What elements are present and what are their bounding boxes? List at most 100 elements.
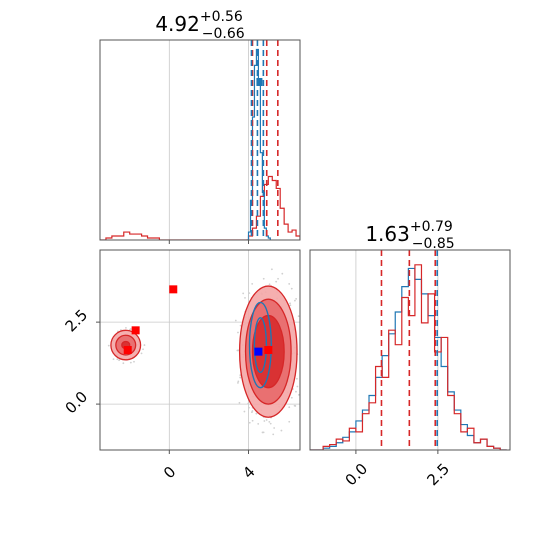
joint-scatter-point	[268, 420, 271, 423]
joint-scatter-point	[281, 272, 284, 275]
top-title-lower: −0.66	[202, 26, 245, 42]
joint-scatter-point	[272, 433, 275, 436]
top-x-ticks	[168, 240, 250, 244]
joint-scatter-point	[143, 344, 146, 346]
right-panel-title: 1.63+0.79 −0.85	[365, 219, 454, 252]
top-quantile-lines	[250, 40, 279, 240]
joint-scatter-point	[275, 280, 278, 283]
joint-scatter-point	[262, 277, 265, 280]
joint-scatter-point	[295, 390, 297, 393]
joint-scatter-point	[288, 283, 291, 285]
joint-scatter-point	[263, 420, 266, 422]
joint-panel-frame	[99, 249, 301, 451]
joint-x-tick-label-1: 4	[239, 463, 258, 482]
joint-panel: 0 4 0.0 2.5	[62, 249, 307, 482]
right-title-value: 1.63	[365, 222, 410, 246]
joint-scatter-point	[273, 427, 276, 429]
joint-scatter-point	[294, 299, 296, 302]
joint-scatter-point	[255, 412, 258, 415]
right-marginal-panel: 0.0 2.5 1.63+0.79 −0.85	[309, 219, 511, 490]
joint-scatter-point	[248, 406, 250, 409]
joint-scatter-point	[118, 359, 121, 362]
joint-scatter-point	[239, 324, 242, 327]
joint-scatter-point	[248, 421, 251, 424]
joint-scatter-point	[288, 420, 291, 423]
top-marginal-panel: 4.92+0.56 −0.66	[99, 9, 301, 244]
joint-scatter-point	[107, 344, 110, 347]
joint-scatter-point	[247, 402, 250, 405]
joint-scatter-point	[238, 401, 241, 404]
right-panel-frame	[309, 249, 511, 451]
joint-marker-0	[254, 347, 263, 356]
joint-scatter-point	[288, 406, 291, 409]
joint-scatter-point	[298, 393, 300, 396]
joint-scatter-point	[251, 411, 253, 414]
right-quantile-lines	[380, 250, 439, 450]
joint-scatter-point	[293, 404, 296, 407]
top-title-value: 4.92	[155, 12, 200, 36]
right-title-upper: +0.79	[410, 219, 453, 235]
joint-marker-1	[264, 346, 273, 354]
joint-scatter-point	[237, 349, 240, 352]
joint-scatter-point	[290, 396, 293, 399]
joint-marker-3	[131, 326, 140, 335]
joint-scatter-point	[289, 304, 292, 307]
joint-scatter-point	[277, 277, 279, 280]
joint-scatter-point	[248, 292, 251, 295]
top-histogram-series	[100, 48, 300, 240]
joint-y-tick-label-0: 0.0	[62, 388, 92, 418]
joint-y-tick-label-1: 2.5	[62, 306, 92, 336]
joint-scatter-point	[237, 380, 240, 383]
joint-scatter-point	[262, 431, 265, 434]
right-histogram-series	[310, 264, 507, 450]
top-truth-markers	[256, 78, 263, 86]
joint-scatter-point	[122, 362, 125, 365]
joint-scatter-point	[268, 283, 271, 286]
joint-scatter-point	[297, 315, 300, 318]
joint-scatter-point	[237, 382, 239, 384]
joint-x-tick-label-0: 0	[160, 463, 179, 482]
joint-scatter-point	[265, 419, 268, 421]
joint-scatter-point	[242, 292, 245, 295]
joint-scatter-point	[244, 296, 246, 299]
joint-scatter-point	[112, 358, 115, 361]
joint-scatter-point	[133, 360, 135, 363]
joint-scatter-point	[303, 373, 305, 375]
joint-scatter-point	[290, 287, 293, 290]
joint-scatter-point	[129, 361, 132, 364]
right-title-lower: −0.85	[412, 236, 455, 252]
joint-scatter-point	[243, 410, 246, 413]
joint-scatter-point	[125, 327, 127, 329]
joint-scatter-point	[257, 423, 260, 425]
joint-scatter-point	[296, 385, 299, 388]
joint-scatter-point	[237, 331, 239, 334]
joint-blue-contour-outer	[248, 301, 272, 389]
joint-scatter-point	[142, 348, 144, 351]
joint-scatter-point	[239, 376, 242, 379]
joint-scatter-point	[303, 349, 305, 351]
right-x-ticks: 0.0 2.5	[342, 450, 454, 490]
joint-scatter-point	[269, 422, 272, 425]
joint-scatter-point	[296, 377, 298, 380]
joint-scatter-point	[251, 283, 254, 285]
joint-scatter-point	[251, 419, 254, 422]
joint-scatter-point	[234, 319, 237, 322]
right-tick-label-1: 2.5	[424, 460, 454, 490]
top-panel-title: 4.92+0.56 −0.66	[155, 9, 244, 42]
top-panel-frame	[99, 39, 301, 241]
right-histogram-blue	[310, 267, 507, 450]
joint-scatter-point	[116, 358, 119, 361]
joint-scatter-point	[280, 429, 283, 432]
top-gridlines	[168, 40, 249, 240]
right-histogram-red	[310, 264, 507, 450]
joint-scatter-point	[270, 268, 273, 271]
joint-scatter-point	[140, 352, 143, 355]
top-marker-0	[256, 78, 263, 86]
joint-scatter-point	[303, 340, 305, 342]
right-gridlines	[355, 250, 439, 450]
joint-scatter-point	[129, 328, 132, 330]
joint-markers	[123, 285, 273, 356]
joint-marker-2	[169, 285, 178, 294]
joint-scatter-point	[305, 358, 307, 360]
